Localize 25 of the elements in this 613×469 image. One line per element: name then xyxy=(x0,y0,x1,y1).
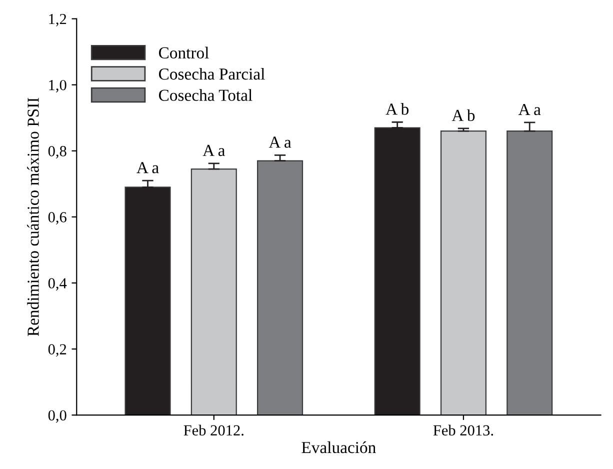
bar xyxy=(506,130,553,416)
legend-label: Cosecha Parcial xyxy=(158,68,265,80)
legend-label: Cosecha Total xyxy=(158,89,252,101)
data-label: A a xyxy=(202,144,226,156)
y-tick-label: 0,0 xyxy=(48,410,66,423)
data-label: A b xyxy=(386,103,409,115)
x-tick-label: Feb 2012. xyxy=(184,424,244,436)
x-axis-title: Evaluación xyxy=(302,441,376,454)
bar xyxy=(374,127,420,416)
y-tick-label: 0,6 xyxy=(48,212,66,225)
y-tick-label: 0,4 xyxy=(48,278,67,291)
y-tick-label: 0,2 xyxy=(48,344,66,357)
bar xyxy=(440,130,486,416)
bar xyxy=(257,160,304,416)
x-tick-label: Feb 2013. xyxy=(433,424,494,436)
data-label: A a xyxy=(268,136,292,148)
data-label: A a xyxy=(518,104,541,116)
y-tick-label: 1,2 xyxy=(49,14,66,26)
legend-label: Control xyxy=(158,46,209,58)
data-label: A b xyxy=(452,109,475,122)
y-axis-title: Rendimiento cuántico máximo PSII xyxy=(27,98,39,336)
data-label: A a xyxy=(136,162,159,174)
bar xyxy=(190,168,237,416)
y-tick-label: 0,8 xyxy=(48,146,66,159)
y-tick-label: 1,0 xyxy=(49,80,66,92)
